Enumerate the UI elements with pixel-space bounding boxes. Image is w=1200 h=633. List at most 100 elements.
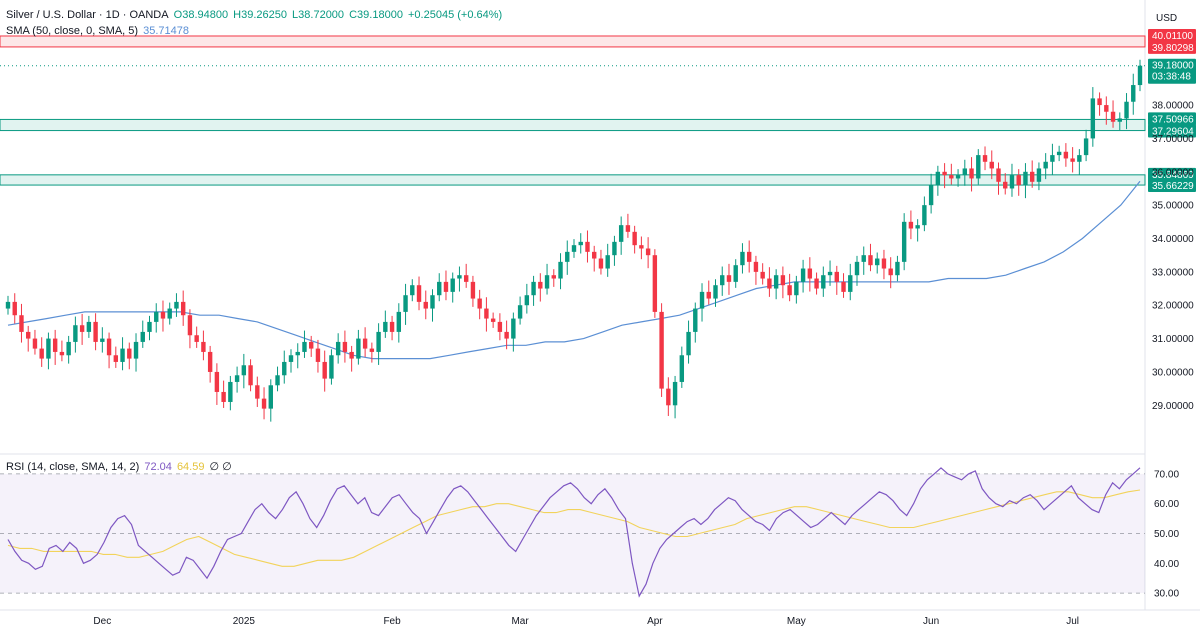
candle-body [1090,98,1096,139]
sma-polyline [7,180,1141,360]
time-tick-label: Dec [93,616,111,627]
candle-body [666,388,671,406]
candle-body [592,251,597,259]
candle-body [362,338,368,349]
candle-body [174,301,179,309]
candle-body [585,241,590,252]
last-price-badge [1148,58,1196,84]
rsi-tick-label: 60.00 [1154,499,1179,510]
candle-body [551,275,556,279]
candle-body [639,245,644,249]
candle-body [423,301,428,309]
zone-price-label: 39.80298 [1152,43,1194,54]
candle-body [720,275,725,286]
candle-body [504,331,509,339]
candle-body [32,338,38,349]
candle-body [652,255,658,312]
candle-body [437,281,442,296]
candle-body [268,385,273,409]
candle-body [625,225,631,232]
candle-body [73,325,78,342]
candle-body [329,355,334,379]
sma-line [7,180,1141,360]
candle-body [1063,151,1069,159]
candle-body [160,311,166,319]
time-tick-label: Jul [1066,616,1079,627]
candle-body [369,348,375,352]
price-tick-label: 37.00000 [1152,134,1194,145]
candle-body [477,298,482,309]
candle-body [821,275,826,289]
candle-body [1036,168,1042,182]
candle-body [538,281,543,289]
candle-body [861,255,866,262]
candle-body [5,301,11,309]
candle-body [962,168,968,176]
rsi-line [7,467,1141,598]
last-price-label: 39.18000 [1152,61,1194,72]
candle-body [1104,105,1109,112]
candle-body [834,271,839,282]
candle-body [773,275,779,289]
candle-body [881,258,887,269]
candle-body [672,381,678,406]
price-tick-label: 32.00000 [1152,301,1194,312]
price-tick-label: 30.00000 [1152,367,1194,378]
candle-body [605,255,610,269]
candle-body [740,251,745,266]
rsi-sma-value: 64.59 [176,461,205,473]
zone-price-badge [1148,112,1196,126]
zone-price-label: 35.66229 [1152,181,1194,192]
candle-body [1124,101,1129,119]
candle-body [565,251,570,262]
candle-body [221,391,226,402]
change-value: +0.25045 (+0.64%) [408,9,503,21]
candle-body [383,321,388,332]
price-tick-label: 36.00000 [1152,167,1194,178]
candle-body [295,351,300,356]
time-tick-label: Feb [383,616,401,627]
candle-body [180,301,186,316]
rsi-extra: ∅ ∅ [209,461,232,473]
candle-body [302,341,307,352]
candle-body [255,385,260,399]
symbol-title: Silver / U.S. Dollar · 1D · OANDA [6,9,169,21]
candle-body [79,325,85,332]
symbol-legend: Silver / U.S. Dollar · 1D · OANDA O38.94… [6,9,504,21]
candle-body [699,291,705,309]
candle-body [335,341,341,356]
candle-body [410,285,415,296]
candle-body [693,308,698,332]
candle-body [450,278,455,292]
candle-body [470,281,476,299]
candle-body [497,321,503,332]
candle-body [578,241,583,246]
candle-body [248,365,253,386]
candle-body [800,268,806,282]
candle-body [531,281,536,296]
time-tick-label: Apr [647,616,663,627]
candle-body [827,271,833,276]
candle-body [1070,158,1075,162]
candle-body [356,338,361,359]
candles [5,59,1143,422]
candle-body [1131,85,1136,102]
candle-body [147,321,152,332]
candle-body [746,251,752,262]
candle-body [154,311,159,322]
candle-body [376,331,381,352]
candle-body [228,381,233,402]
time-axis[interactable]: Dec 2025 Feb Mar Apr May Jun Jul [93,616,1079,627]
candle-body [544,275,550,289]
low-value: L38.72000 [292,9,345,21]
zone-price-badge [1148,28,1196,42]
candle-body [645,248,651,256]
candle-body [349,351,354,359]
candle-body [618,225,624,242]
candle-body [767,278,772,289]
zone-price-label: 37.50966 [1152,114,1194,125]
candle-body [430,295,435,309]
candle-body [969,168,974,179]
